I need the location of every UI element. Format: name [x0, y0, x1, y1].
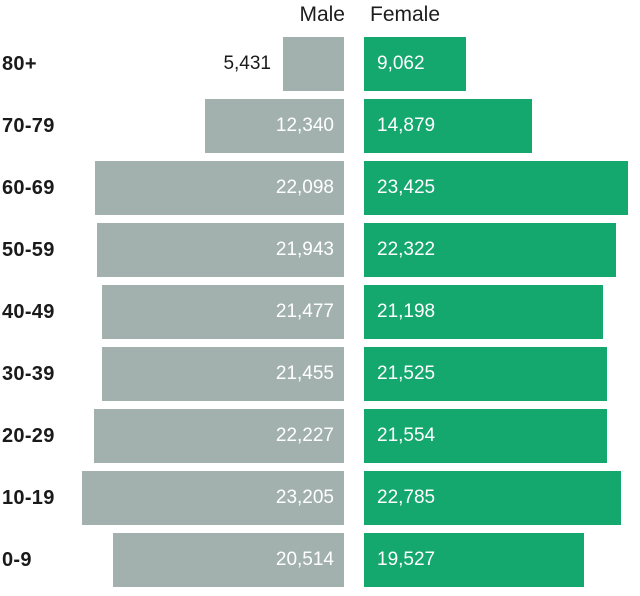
age-group-label: 60-69 [2, 177, 55, 199]
female-bar: 22,322 [364, 223, 616, 277]
male-value-label: 21,455 [275, 363, 334, 384]
male-bar: 22,227 [94, 409, 344, 463]
pyramid-row: 70-79 12,340 14,879 [0, 99, 640, 153]
male-value-label: 20,514 [275, 549, 334, 570]
pyramid-row: 60-69 22,098 23,425 [0, 161, 640, 215]
female-bar: 14,879 [364, 99, 532, 153]
male-value-label: 22,098 [275, 177, 334, 198]
female-bar: 22,785 [364, 471, 621, 525]
male-bar: 12,340 [205, 99, 344, 153]
male-value-label: 21,477 [275, 301, 334, 322]
female-bar: 9,062 [364, 37, 466, 91]
male-bar: 20,514 [113, 533, 344, 587]
pyramid-row: 80+ 5,431 9,062 [0, 37, 640, 91]
pyramid-row: 50-59 21,943 22,322 [0, 223, 640, 277]
male-bar: 21,455 [102, 347, 344, 401]
age-group-label: 30-39 [2, 363, 55, 385]
female-bar: 21,198 [364, 285, 603, 339]
male-bar: 21,943 [97, 223, 344, 277]
pyramid-row: 0-9 20,514 19,527 [0, 533, 640, 587]
female-value-label: 21,198 [377, 301, 436, 322]
female-column-header: Female [370, 3, 441, 26]
male-value-label: 22,227 [275, 425, 334, 446]
pyramid-row: 40-49 21,477 21,198 [0, 285, 640, 339]
male-bar: 23,205 [82, 471, 344, 525]
female-value-label: 14,879 [377, 115, 436, 136]
female-bar: 23,425 [364, 161, 628, 215]
age-group-label: 50-59 [2, 239, 55, 261]
male-value-label: 23,205 [275, 487, 334, 508]
pyramid-row: 30-39 21,455 21,525 [0, 347, 640, 401]
age-group-label: 70-79 [2, 115, 55, 137]
male-value-label: 12,340 [275, 115, 334, 136]
male-value-label: 5,431 [223, 53, 271, 74]
female-value-label: 19,527 [377, 549, 436, 570]
male-bar: 21,477 [102, 285, 344, 339]
female-bar: 19,527 [364, 533, 584, 587]
female-bar: 21,525 [364, 347, 607, 401]
female-value-label: 21,525 [377, 363, 436, 384]
pyramid-row: 20-29 22,227 21,554 [0, 409, 640, 463]
male-bar: 22,098 [95, 161, 344, 215]
female-value-label: 23,425 [377, 177, 436, 198]
male-bar [283, 37, 344, 91]
female-value-label: 22,322 [377, 239, 436, 260]
female-bar: 21,554 [364, 409, 607, 463]
age-group-label: 80+ [2, 53, 37, 75]
male-value-label: 21,943 [275, 239, 334, 260]
male-column-header: Male [299, 3, 345, 26]
female-value-label: 9,062 [377, 53, 425, 74]
female-value-label: 21,554 [377, 425, 436, 446]
age-group-label: 10-19 [2, 487, 55, 509]
age-group-label: 20-29 [2, 425, 55, 447]
age-group-label: 40-49 [2, 301, 55, 323]
female-value-label: 22,785 [377, 487, 436, 508]
age-group-label: 0-9 [2, 549, 32, 571]
pyramid-row: 10-19 23,205 22,785 [0, 471, 640, 525]
